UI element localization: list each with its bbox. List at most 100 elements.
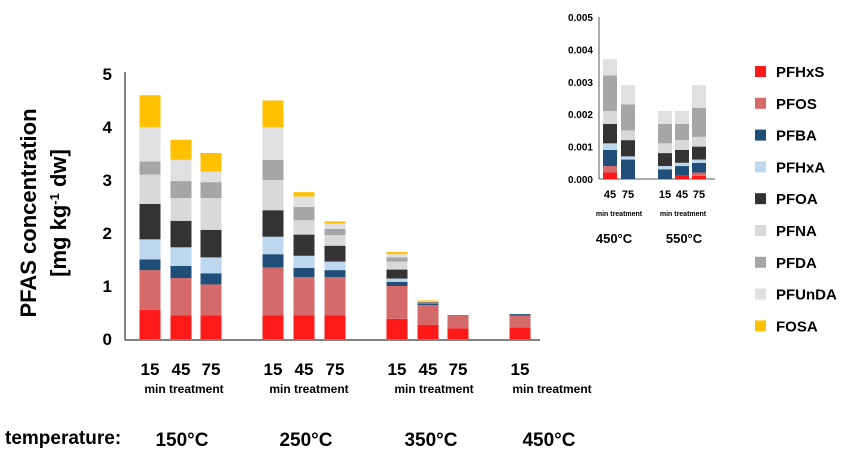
inset-x-tick-label: 45 — [604, 189, 616, 201]
inset-bar-segment-pfhxs — [675, 175, 689, 179]
legend-label-pfhxa: PFHxA — [776, 159, 825, 176]
bar-segment-pfos — [200, 284, 222, 316]
legend-label-pfba: PFBA — [776, 128, 817, 145]
legend-label-pfos: PFOS — [776, 96, 817, 113]
legend-swatch-pfos — [755, 97, 766, 109]
bar-segment-pfna — [262, 180, 284, 211]
bar-segment-pfna — [324, 235, 346, 246]
bar-segment-pfda — [262, 159, 284, 180]
x-tick-label: 45 — [295, 360, 314, 379]
inset-bar-segment-pfunda — [658, 110, 672, 124]
bar-segment-pfunda — [386, 254, 408, 258]
bar-segment-pfda — [324, 228, 346, 236]
group-temperature-label: 350°C — [404, 430, 457, 451]
bar-segment-pfba — [386, 281, 408, 286]
bar-segment-pfhxs — [262, 315, 284, 339]
bar-segment-pfunda — [200, 171, 222, 183]
inset-bar-segment-pfoa — [621, 140, 635, 157]
bar-segment-pfhxs — [447, 328, 469, 339]
inset-bar-segment-pfda — [603, 75, 617, 111]
inset-bar-segment-pfoa — [603, 123, 617, 144]
inset-y-tick-label: 0.005 — [568, 13, 593, 24]
y-axis-title: PFAS concentration [mg kg-1 dw] — [16, 108, 71, 317]
y-axis-title-main: PFAS concentration — [16, 108, 41, 317]
inset-bar-segment-pfhxs — [603, 172, 617, 179]
inset-bar-segment-pfhxa — [603, 143, 617, 150]
bar-segment-fosa — [262, 100, 284, 127]
inset-x-tick-label: 75 — [693, 189, 705, 201]
inset-bar-segment-pfda — [621, 104, 635, 131]
legend-label-pfunda: PFUnDA — [776, 287, 837, 304]
bar-segment-pfhxa — [170, 247, 192, 266]
y-tick-label: 0 — [103, 330, 112, 349]
inset-group-temperature-label: 450°C — [596, 231, 633, 246]
bar-segment-pfba — [262, 254, 284, 268]
x-tick-label: 45 — [419, 360, 438, 379]
x-tick-label: 75 — [202, 360, 221, 379]
legend-label-fosa: FOSA — [776, 318, 818, 335]
x-tick-label: 15 — [141, 360, 160, 379]
bar-segment-pfna — [293, 220, 315, 235]
bar-segment-pfhxs — [170, 315, 192, 339]
inset-bar-segment-pfda — [675, 123, 689, 141]
inset-y-tick-label: 0.001 — [568, 143, 593, 154]
legend-swatch-pfunda — [755, 288, 766, 300]
bar-segment-pfoa — [139, 203, 161, 240]
x-tick-label: 45 — [172, 360, 191, 379]
bar-segment-pfunda — [324, 223, 346, 229]
bar-segment-pfhxs — [200, 315, 222, 339]
inset-bar-segment-pfba — [603, 149, 617, 167]
bar-segment-pfba — [293, 267, 315, 277]
bar-segment-pfhxa — [200, 257, 222, 274]
bar-segment-pfba — [200, 273, 222, 285]
bar-segment-fosa — [139, 95, 161, 127]
bar-segment-pfoa — [170, 220, 192, 248]
inset-bar-segment-pfhxa — [692, 159, 706, 163]
legend-swatch-pfoa — [755, 193, 766, 205]
y-tick-label: 1 — [103, 277, 112, 296]
legend-label-pfoa: PFOA — [776, 191, 818, 208]
x-tick-label: 75 — [326, 360, 345, 379]
legend-label-pfda: PFDA — [776, 255, 817, 272]
y-tick-label: 3 — [103, 171, 112, 190]
bar-segment-pfhxa — [417, 303, 439, 305]
bar-segment-pfoa — [417, 302, 439, 304]
bar-segment-fosa — [324, 221, 346, 224]
bar-segment-pfos — [262, 267, 284, 316]
legend-swatch-pfna — [755, 225, 766, 236]
bar-segment-pfda — [139, 161, 161, 175]
x-tick-label: 15 — [511, 360, 530, 379]
bar-segment-pfda — [200, 182, 222, 199]
temperature-label: temperature: — [5, 428, 121, 449]
bar-segment-pfhxs — [139, 309, 161, 339]
group-temperature-label: 250°C — [279, 430, 332, 451]
bar-segment-pfhxs — [509, 327, 531, 339]
inset-bar-segment-pfunda — [675, 110, 689, 124]
inset-bar-segment-pfna — [675, 140, 689, 150]
bar-segment-pfba — [417, 304, 439, 306]
legend-swatch-pfhxa — [755, 161, 766, 173]
bar-segment-fosa — [417, 300, 439, 301]
bar-segment-pfhxa — [139, 239, 161, 260]
inset-bar-segment-pfba — [658, 169, 672, 179]
bar-segment-pfna — [170, 198, 192, 221]
bar-segment-pfba — [324, 270, 346, 277]
group-sublabel: min treatment — [269, 382, 348, 396]
y-axis-title-unit: [mg kg-1 dw] — [46, 149, 71, 277]
inset-bar-segment-pfoa — [675, 149, 689, 163]
bar-segment-pfhxs — [293, 315, 315, 339]
y-axis-unit-prefix: [mg kg — [46, 205, 71, 277]
inset-y-tick-label: 0.000 — [568, 175, 593, 186]
bar-segment-pfoa — [200, 229, 222, 258]
bar-segment-pfhxs — [417, 324, 439, 339]
inset-bar-segment-pfhxa — [621, 156, 635, 160]
inset-y-tick-label: 0.002 — [568, 110, 593, 121]
bar-segment-pfoa — [324, 245, 346, 262]
bar-segment-pfhxa — [324, 261, 346, 271]
group-sublabel: min treatment — [512, 382, 591, 396]
inset-bar-segment-pfunda — [603, 59, 617, 76]
bar-segment-fosa — [200, 152, 222, 172]
y-axis-unit-sup: -1 — [47, 193, 62, 205]
bar-segment-pfos — [293, 276, 315, 316]
